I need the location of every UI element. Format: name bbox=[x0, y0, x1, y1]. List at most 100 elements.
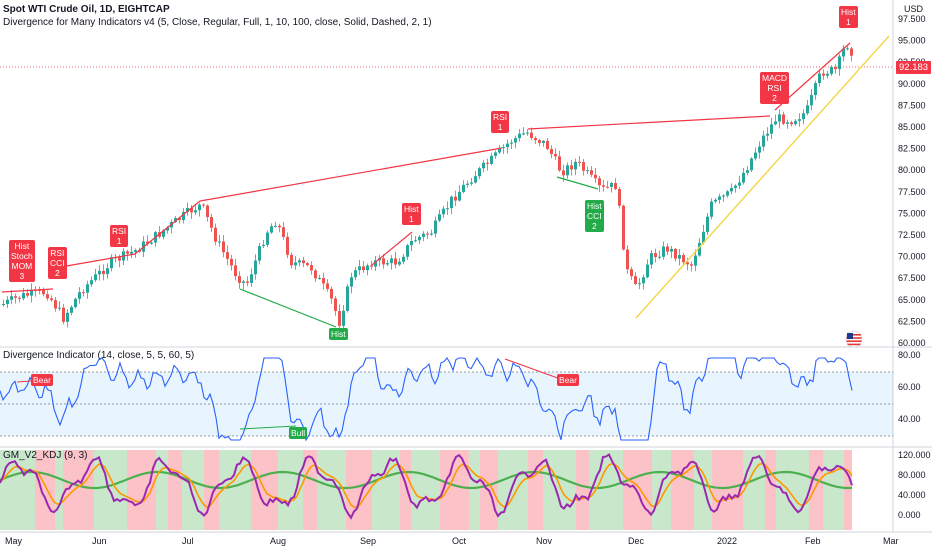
candle-body bbox=[194, 210, 197, 213]
candle-body bbox=[146, 241, 149, 244]
candle-body bbox=[382, 258, 385, 265]
kdj-bear-zone bbox=[63, 450, 94, 530]
kdj-bear-zone bbox=[809, 450, 823, 530]
kdj-bear-zone bbox=[576, 450, 589, 530]
candle-body bbox=[654, 253, 657, 258]
candle-body bbox=[214, 227, 217, 242]
candle-body bbox=[726, 191, 729, 196]
candle-body bbox=[742, 172, 745, 183]
candle-body bbox=[94, 274, 97, 281]
candle-body bbox=[802, 113, 805, 120]
candle-body bbox=[702, 231, 705, 243]
candle-body bbox=[606, 186, 609, 188]
candle-body bbox=[78, 292, 81, 299]
time-tick-label: Jul bbox=[182, 536, 194, 546]
candle-body bbox=[566, 165, 569, 176]
candle-body bbox=[226, 252, 229, 259]
candle-body bbox=[846, 48, 849, 50]
kdj-bull-zone bbox=[372, 450, 400, 530]
candle-body bbox=[234, 265, 237, 277]
price-tick-label: 75.000 bbox=[898, 208, 926, 218]
candle-body bbox=[666, 246, 669, 252]
candle-body bbox=[14, 296, 17, 298]
divergence-lines bbox=[1, 35, 890, 328]
candle-body bbox=[342, 310, 345, 326]
candle-body bbox=[810, 95, 813, 106]
candle-body bbox=[750, 158, 753, 171]
candle-body bbox=[278, 225, 281, 228]
candle-body bbox=[838, 56, 841, 70]
kdj-bear-zone bbox=[35, 450, 55, 530]
currency-label[interactable]: USD bbox=[904, 4, 924, 14]
candle-body bbox=[558, 156, 561, 171]
price-tick-label: 77.500 bbox=[898, 187, 926, 197]
kdj-bear-zone bbox=[765, 450, 776, 530]
time-tick-label: Mar bbox=[883, 536, 899, 546]
time-tick-label: May bbox=[5, 536, 23, 546]
time-tick-label: 2022 bbox=[717, 536, 737, 546]
candle-body bbox=[6, 299, 9, 305]
pane2-bull-label: Bull bbox=[289, 427, 308, 439]
candle-body bbox=[466, 183, 469, 185]
pane2-title[interactable]: Divergence Indicator (14, close, 5, 5, 6… bbox=[3, 350, 195, 361]
indicator-title[interactable]: Divergence for Many Indicators v4 (5, Cl… bbox=[3, 17, 432, 28]
divergence-indicator-line bbox=[0, 356, 853, 442]
candle-body bbox=[670, 248, 673, 252]
candle-body bbox=[782, 114, 785, 124]
symbol-title[interactable]: Spot WTI Crude Oil, 1D, EIGHTCAP bbox=[3, 4, 170, 15]
candle-body bbox=[246, 281, 249, 283]
candle-body bbox=[826, 73, 829, 76]
rsi-band bbox=[0, 371, 893, 437]
kdj-bull-zone bbox=[543, 450, 576, 530]
candle-body bbox=[574, 161, 577, 170]
candle-body bbox=[134, 250, 137, 252]
price-tick-label: 67.500 bbox=[898, 273, 926, 283]
kdj-background bbox=[0, 450, 852, 530]
candle-body bbox=[54, 300, 57, 309]
candle-body bbox=[458, 191, 461, 201]
candle-body bbox=[302, 260, 305, 264]
price-tick-label: 65.000 bbox=[898, 295, 926, 305]
candle-body bbox=[482, 162, 485, 169]
candle-body bbox=[542, 140, 545, 144]
kdj-bull-zone bbox=[498, 450, 528, 530]
candle-body bbox=[722, 195, 725, 197]
candle-body bbox=[294, 262, 297, 266]
time-tick-label: Dec bbox=[628, 536, 645, 546]
candle-body bbox=[662, 246, 665, 257]
pane3-tick-label: 120.000 bbox=[898, 450, 931, 460]
candle-body bbox=[806, 105, 809, 114]
candle-body bbox=[230, 258, 233, 266]
pane2-tick-label: 80.00 bbox=[898, 350, 921, 360]
candle-body bbox=[366, 265, 369, 271]
kdj-bull-zone bbox=[0, 450, 35, 530]
candle-body bbox=[90, 280, 93, 285]
bear-signal-badge: Hist Stoch MOM 3 bbox=[9, 240, 35, 282]
candle-body bbox=[610, 183, 613, 187]
candle-body bbox=[798, 119, 801, 121]
candle-body bbox=[106, 268, 109, 275]
candle-body bbox=[102, 270, 105, 275]
candle-body bbox=[462, 184, 465, 192]
candle-body bbox=[86, 284, 89, 293]
kdj-j-line bbox=[0, 470, 853, 490]
candle-body bbox=[598, 178, 601, 186]
candle-body bbox=[262, 244, 265, 247]
candle-body bbox=[322, 278, 325, 284]
candle-body bbox=[626, 249, 629, 270]
candle-body bbox=[686, 262, 689, 265]
candle-body bbox=[554, 153, 557, 157]
price-tick-label: 62.500 bbox=[898, 316, 926, 326]
candle-body bbox=[790, 122, 793, 125]
pane3-title[interactable]: GM_V2_KDJ (9, 3) bbox=[3, 450, 88, 461]
candle-body bbox=[250, 274, 253, 283]
candle-body bbox=[422, 233, 425, 237]
candle-body bbox=[110, 257, 113, 269]
time-tick-label: Jun bbox=[92, 536, 107, 546]
candle-body bbox=[510, 142, 513, 144]
price-tick-label: 95.000 bbox=[898, 36, 926, 46]
kdj-bear-zone bbox=[844, 450, 852, 530]
candle-body bbox=[678, 254, 681, 259]
candle-body bbox=[754, 152, 757, 159]
